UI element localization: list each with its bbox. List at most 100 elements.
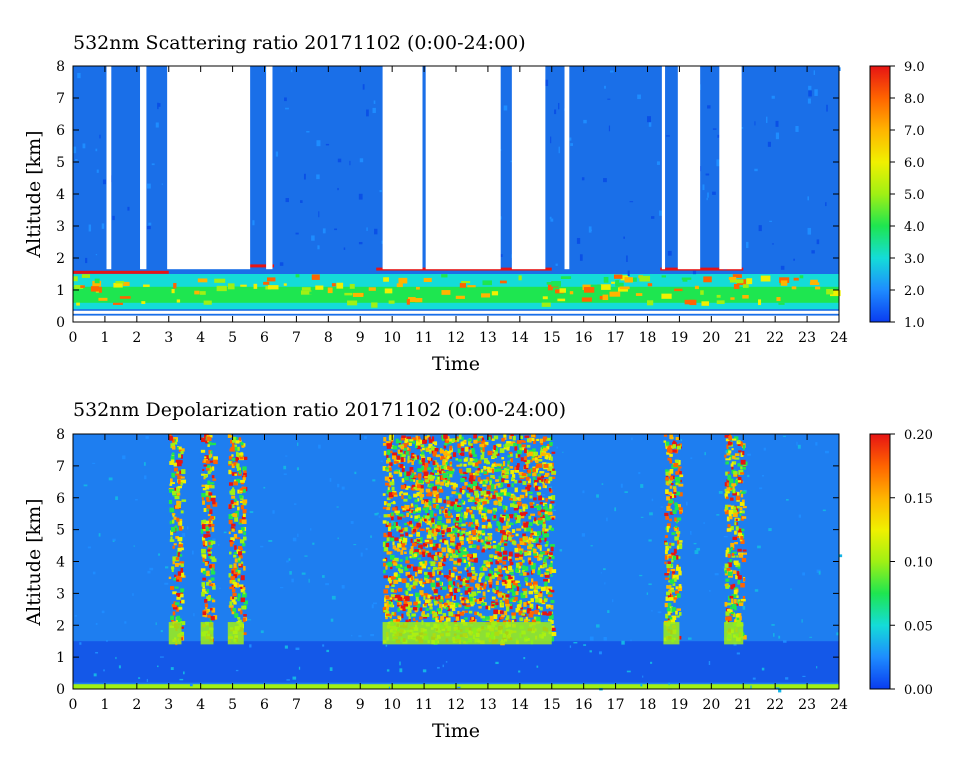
- aerosol-cell: [600, 284, 611, 290]
- depol-cell: [406, 512, 410, 518]
- x-tick-label: 18: [639, 697, 657, 713]
- aerosol-cell: [728, 276, 737, 280]
- depol-cell: [430, 523, 433, 528]
- depol-cell: [527, 478, 531, 484]
- depol-cell: [425, 579, 430, 583]
- depol-cell: [532, 472, 537, 477]
- signal-cell: [376, 512, 379, 515]
- depol-cell: [497, 525, 502, 531]
- depol-cell: [402, 537, 408, 543]
- depol-cell: [511, 612, 517, 616]
- depol-cell: [668, 580, 672, 583]
- depol-cell: [528, 522, 533, 527]
- signal-cell: [298, 666, 301, 670]
- depol-cell: [171, 567, 174, 573]
- depol-cell: [436, 582, 440, 587]
- aerosol-cell: [112, 302, 123, 305]
- depol-cell: [521, 445, 525, 451]
- depol-cell: [459, 584, 463, 588]
- depol-cell: [392, 500, 396, 505]
- depol-cell: [678, 492, 683, 497]
- depol-cell: [418, 563, 421, 568]
- depol-cell: [667, 602, 672, 608]
- depol-cell: [544, 572, 548, 575]
- signal-cell: [705, 173, 710, 176]
- depol-cell: [496, 571, 500, 575]
- depol-cell: [177, 552, 181, 557]
- depol-cell: [416, 507, 422, 512]
- depol-cell: [233, 574, 237, 578]
- depol-cell: [534, 479, 539, 483]
- aerosol-cell: [619, 286, 630, 290]
- depol-cell: [231, 588, 236, 593]
- depol-cell: [239, 548, 243, 551]
- depol-cell: [205, 526, 209, 532]
- depolarization-ratio-colorbar-ramp: [869, 433, 891, 690]
- depol-cell: [503, 490, 507, 496]
- depol-cell: [550, 546, 554, 552]
- x-tick-label: 19: [671, 697, 689, 713]
- depol-cell: [449, 554, 453, 558]
- depol-cell: [399, 601, 402, 605]
- depol-cell: [410, 538, 413, 543]
- depol-cell: [436, 529, 440, 533]
- depol-cell: [176, 607, 180, 612]
- depol-cell: [423, 471, 429, 477]
- depol-cell: [503, 505, 508, 511]
- depol-cell: [669, 495, 672, 499]
- depol-cell: [532, 467, 537, 473]
- depol-cell: [238, 470, 242, 475]
- depol-cell: [382, 493, 386, 496]
- depol-cell: [231, 454, 234, 457]
- depol-cell: [724, 509, 727, 512]
- depol-cell: [239, 518, 242, 523]
- depol-cell: [400, 564, 403, 567]
- depol-cell: [487, 470, 492, 473]
- depol-cell: [446, 576, 451, 580]
- depol-cell: [533, 548, 537, 554]
- depol-cell: [181, 526, 184, 530]
- depol-cell: [400, 484, 406, 490]
- depol-cell: [663, 434, 668, 437]
- depol-cell: [481, 524, 486, 529]
- signal-cell: [83, 484, 88, 487]
- depol-cell: [201, 591, 205, 597]
- depol-cell: [207, 470, 211, 475]
- depol-cell: [663, 440, 667, 443]
- depol-cell: [456, 527, 462, 530]
- depol-cell: [458, 524, 463, 527]
- aerosol-cell: [742, 295, 749, 299]
- depol-cell: [525, 476, 530, 481]
- depol-cell: [387, 457, 391, 462]
- depol-cell: [529, 611, 535, 615]
- depol-cell: [670, 619, 676, 624]
- depol-cell: [417, 569, 422, 574]
- depol-cell: [489, 584, 492, 588]
- depol-cell: [465, 531, 470, 536]
- depol-cell: [409, 467, 414, 472]
- depol-cell: [725, 619, 728, 624]
- depol-cell: [202, 468, 205, 472]
- x-tick-label: 5: [228, 697, 237, 713]
- colorbar-tick-label: 8.0: [904, 92, 925, 107]
- depol-cell: [511, 441, 516, 445]
- depol-cell: [384, 547, 389, 552]
- depol-cell: [479, 480, 483, 484]
- signal-cell: [158, 553, 161, 556]
- depol-cell: [388, 483, 392, 488]
- depol-cell: [444, 462, 447, 468]
- x-tick-label: 0: [69, 697, 78, 713]
- depol-cell: [455, 523, 458, 526]
- depol-cell: [176, 459, 181, 463]
- signal-cell: [289, 571, 292, 575]
- aerosol-cell: [499, 280, 507, 284]
- depol-cell: [501, 546, 505, 552]
- signal-cell: [115, 496, 118, 501]
- depol-cell: [519, 617, 524, 622]
- depol-cell: [514, 513, 518, 518]
- depol-cell: [508, 535, 513, 538]
- depol-cell: [507, 460, 510, 465]
- depol-cell: [502, 492, 505, 496]
- depol-cell: [209, 467, 213, 473]
- depol-cell: [469, 443, 473, 446]
